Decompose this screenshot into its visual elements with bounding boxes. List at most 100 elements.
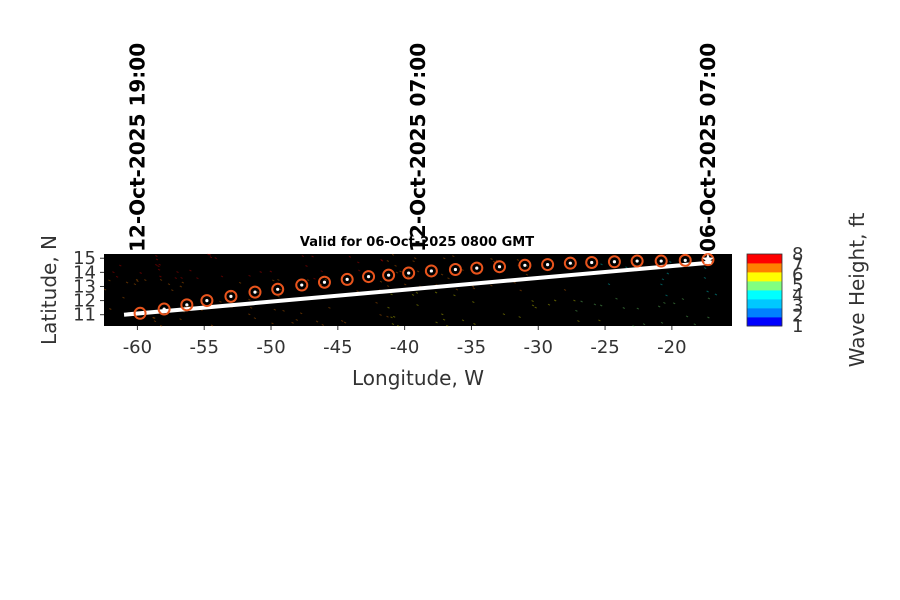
wave-streak <box>259 271 262 273</box>
wave-streak <box>219 300 222 303</box>
wave-streak <box>452 255 455 258</box>
wave-streak <box>471 285 475 288</box>
wave-streak <box>440 273 444 276</box>
x-tick-label: -20 <box>657 337 686 358</box>
time-annotation: 06-Oct-2025 07:00 <box>696 43 720 252</box>
wave-streak <box>593 303 597 306</box>
wave-streak <box>599 304 603 307</box>
wave-streak <box>390 316 393 319</box>
wave-streak <box>103 288 107 291</box>
time-annotation: 12-Oct-2025 07:00 <box>406 43 430 252</box>
wave-streak <box>392 315 396 318</box>
forecast-point-center <box>523 263 527 267</box>
wave-streak <box>455 288 459 291</box>
forecast-point <box>133 306 147 320</box>
wave-streak <box>394 264 397 267</box>
forecast-point-center <box>322 280 327 284</box>
colorbar-segment <box>747 272 782 282</box>
wave-streak <box>357 261 360 264</box>
wave-streak <box>248 313 251 316</box>
wave-streak <box>391 323 395 326</box>
wave-streak <box>181 281 185 284</box>
storm-track-line <box>123 260 713 317</box>
wave-streak <box>380 259 384 262</box>
wave-streak <box>248 274 251 277</box>
plot-area <box>103 253 732 328</box>
wave-streak <box>155 258 159 261</box>
wave-streak <box>291 321 294 324</box>
colorbar-tick-label: 8 <box>792 244 803 265</box>
wave-streak <box>272 279 275 282</box>
wave-streak <box>477 263 481 266</box>
wave-streak <box>580 300 583 303</box>
wave-streak <box>176 271 179 274</box>
wave-streak <box>208 253 212 256</box>
wave-streak <box>453 294 456 297</box>
wave-streak <box>313 277 316 280</box>
forecast-point-center <box>475 266 479 270</box>
forecast-point-center <box>300 283 304 287</box>
wave-streak <box>415 291 419 294</box>
colorbar-segment <box>747 281 782 291</box>
wave-streak <box>356 290 359 293</box>
wave-streak <box>157 268 161 271</box>
wave-streak <box>706 290 709 293</box>
forecast-point <box>248 285 262 299</box>
wave-streak <box>412 260 415 263</box>
y-tick-label: 11 <box>73 305 96 326</box>
forecast-point <box>541 258 555 272</box>
wave-streak <box>622 307 626 309</box>
colorbar <box>746 253 783 327</box>
wave-streak <box>531 304 535 307</box>
forecast-point-center <box>546 262 550 267</box>
wave-streak <box>340 319 344 322</box>
wave-streak <box>380 258 383 261</box>
wave-streak <box>461 319 465 322</box>
wave-streak <box>577 320 580 323</box>
wave-streak <box>253 317 257 320</box>
forecast-point-center <box>253 290 257 294</box>
wave-streak <box>238 281 242 284</box>
wave-streak <box>395 271 399 274</box>
colorbar-segment <box>747 317 782 327</box>
wave-streak <box>306 279 310 282</box>
wave-streak <box>547 303 551 306</box>
wave-streak <box>119 264 122 267</box>
wave-streak <box>108 279 111 282</box>
wave-streak <box>663 301 666 304</box>
wave-streak <box>435 321 438 324</box>
wave-streak <box>348 255 352 258</box>
wave-streak <box>446 324 449 327</box>
colorbar-segment <box>747 299 782 309</box>
y-tick-label: 15 <box>73 248 96 269</box>
forecast-point-center <box>185 303 189 307</box>
wave-streak <box>707 297 711 300</box>
colorbar-tick-label: 2 <box>792 306 803 327</box>
wave-streak <box>210 324 214 327</box>
wave-streak <box>180 276 183 279</box>
wave-streak <box>315 320 319 323</box>
wave-streak <box>461 269 464 271</box>
wave-streak <box>249 306 253 309</box>
wave-streak <box>282 309 285 312</box>
forecast-point-center <box>276 287 280 291</box>
forecast-point-center <box>683 258 687 262</box>
forecast-point-center <box>345 277 349 282</box>
forecast-point-center <box>590 260 594 265</box>
wave-streak <box>324 278 328 281</box>
wave-streak <box>122 296 125 299</box>
wave-streak <box>490 284 493 287</box>
forecast-point <box>340 272 354 286</box>
forecast-point <box>224 289 238 303</box>
y-tick-label: 14 <box>73 262 96 283</box>
forecast-point <box>448 263 462 277</box>
wave-streak <box>447 277 450 280</box>
wave-streak <box>112 271 115 274</box>
wave-streak <box>472 287 476 290</box>
chart-title: Valid for 06-Oct-2025 0800 GMT <box>300 235 534 250</box>
wave-streak <box>636 307 640 310</box>
wave-streak <box>125 281 129 284</box>
wave-streak <box>174 277 178 280</box>
